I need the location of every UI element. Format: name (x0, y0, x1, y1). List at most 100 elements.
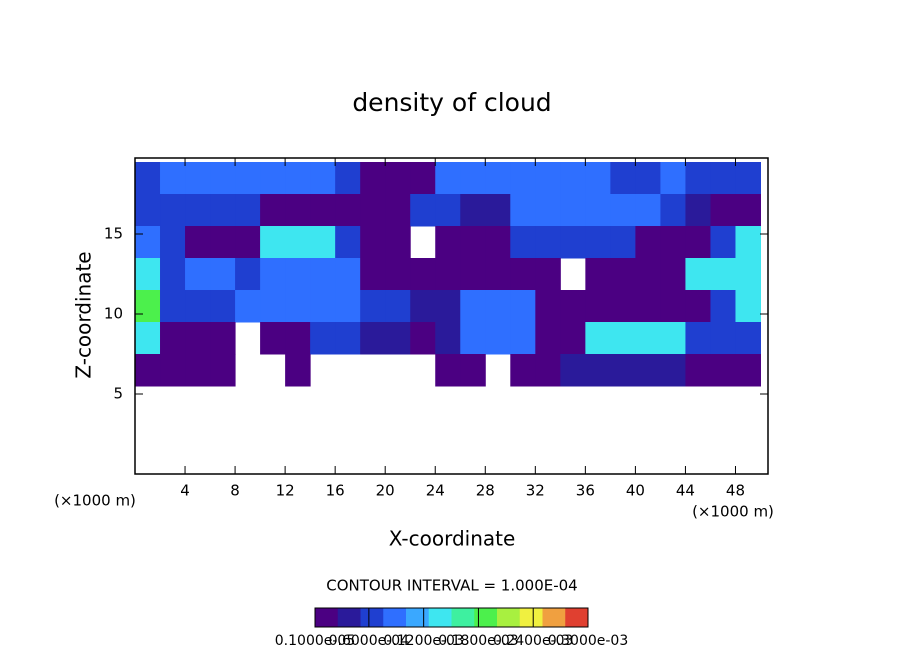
field-cell (235, 162, 261, 195)
field-cell (210, 258, 236, 291)
axes: 4 8 12 16 20 24 28 32 36 40 44 48510150.1000e-050.6… (104, 157, 769, 649)
field-cell (535, 162, 561, 195)
field-cell (485, 290, 511, 323)
field-cell (485, 258, 511, 291)
field-cell (210, 322, 236, 355)
x-unit: (×1000 m) (692, 503, 774, 521)
colorbar-swatch (360, 608, 384, 627)
field-cell (560, 354, 586, 387)
field-cell (160, 290, 186, 323)
field-cell (210, 226, 236, 259)
x-tick-label: 44 (676, 482, 695, 500)
colorbar-swatch (565, 608, 589, 627)
field-cell (385, 258, 411, 291)
field-cell (235, 290, 261, 323)
field-cell (460, 194, 486, 227)
field-cell (735, 194, 761, 227)
field-cell (360, 290, 386, 323)
field-cell (160, 162, 186, 195)
field-cell (535, 258, 561, 291)
field-cell (735, 258, 761, 291)
field-cell (360, 322, 386, 355)
annotation: CONTOUR INTERVAL = 1.000E-04 (326, 577, 577, 595)
field-cell (635, 162, 661, 195)
field-cell (185, 194, 211, 227)
field-cell (510, 226, 536, 259)
field-cell (410, 258, 436, 291)
x-tick-label: 48 (726, 482, 745, 500)
x-tick-label: 32 (526, 482, 545, 500)
field-cell (210, 290, 236, 323)
field-cell (685, 322, 711, 355)
y-tick-label: 5 (113, 385, 123, 403)
field-cell (260, 290, 286, 323)
field-cell (135, 354, 161, 387)
field-cell (310, 194, 336, 227)
field-cell (435, 354, 461, 387)
field-cell (210, 194, 236, 227)
colorbar-label: 0.1800e-03 (438, 633, 518, 649)
field-cell (160, 194, 186, 227)
colorbar-swatch (406, 608, 430, 627)
field-cell (735, 226, 761, 259)
field-cell (710, 194, 736, 227)
colorbar-label: 0.1200e-03 (383, 633, 463, 649)
field-cell (460, 290, 486, 323)
field-cell (610, 354, 636, 387)
field-cell (735, 322, 761, 355)
field-cell (335, 290, 361, 323)
x-tick-label: 36 (576, 482, 595, 500)
field-cell (385, 226, 411, 259)
field-cell (610, 194, 636, 227)
field-cell (285, 354, 311, 387)
field-cell (260, 194, 286, 227)
field-cell (460, 226, 486, 259)
field-cell (385, 290, 411, 323)
field-cell (735, 290, 761, 323)
field-cell (535, 194, 561, 227)
x-tick-label: 40 (626, 482, 645, 500)
x-tick-label: 4 (180, 482, 190, 500)
field-cell (735, 162, 761, 195)
field-cell (185, 354, 211, 387)
field-cell (310, 162, 336, 195)
field-cell (185, 322, 211, 355)
field-cell (585, 290, 611, 323)
field (135, 162, 761, 387)
field-cell (135, 322, 161, 355)
field-cell (635, 194, 661, 227)
field-cell (710, 322, 736, 355)
field-cell (285, 322, 311, 355)
field-cell (360, 258, 386, 291)
colorbar-swatch (383, 608, 407, 627)
field-cell (185, 290, 211, 323)
field-cell (585, 226, 611, 259)
field-cell (210, 162, 236, 195)
field-cell (710, 226, 736, 259)
x-tick-label: 28 (476, 482, 495, 500)
field-cell (485, 322, 511, 355)
field-cell (585, 322, 611, 355)
field-cell (685, 354, 711, 387)
colorbar-label: 0.2400e-03 (493, 633, 573, 649)
field-cell (635, 354, 661, 387)
y-axis-label: Z-coordinate (72, 251, 96, 378)
field-cell (410, 290, 436, 323)
field-cell (510, 194, 536, 227)
field-cell (410, 322, 436, 355)
plot-frame (134, 157, 769, 475)
field-cell (310, 322, 336, 355)
field-cell (460, 322, 486, 355)
field-cell (660, 322, 686, 355)
field-cell (160, 226, 186, 259)
field-cell (235, 226, 261, 259)
field-cell (610, 226, 636, 259)
field-cell (335, 162, 361, 195)
field-cell (135, 290, 161, 323)
field-cell (660, 258, 686, 291)
x-tick-label: 20 (376, 482, 395, 500)
x-tick-label: 24 (426, 482, 445, 500)
field-cell (285, 226, 311, 259)
field-cell (260, 162, 286, 195)
